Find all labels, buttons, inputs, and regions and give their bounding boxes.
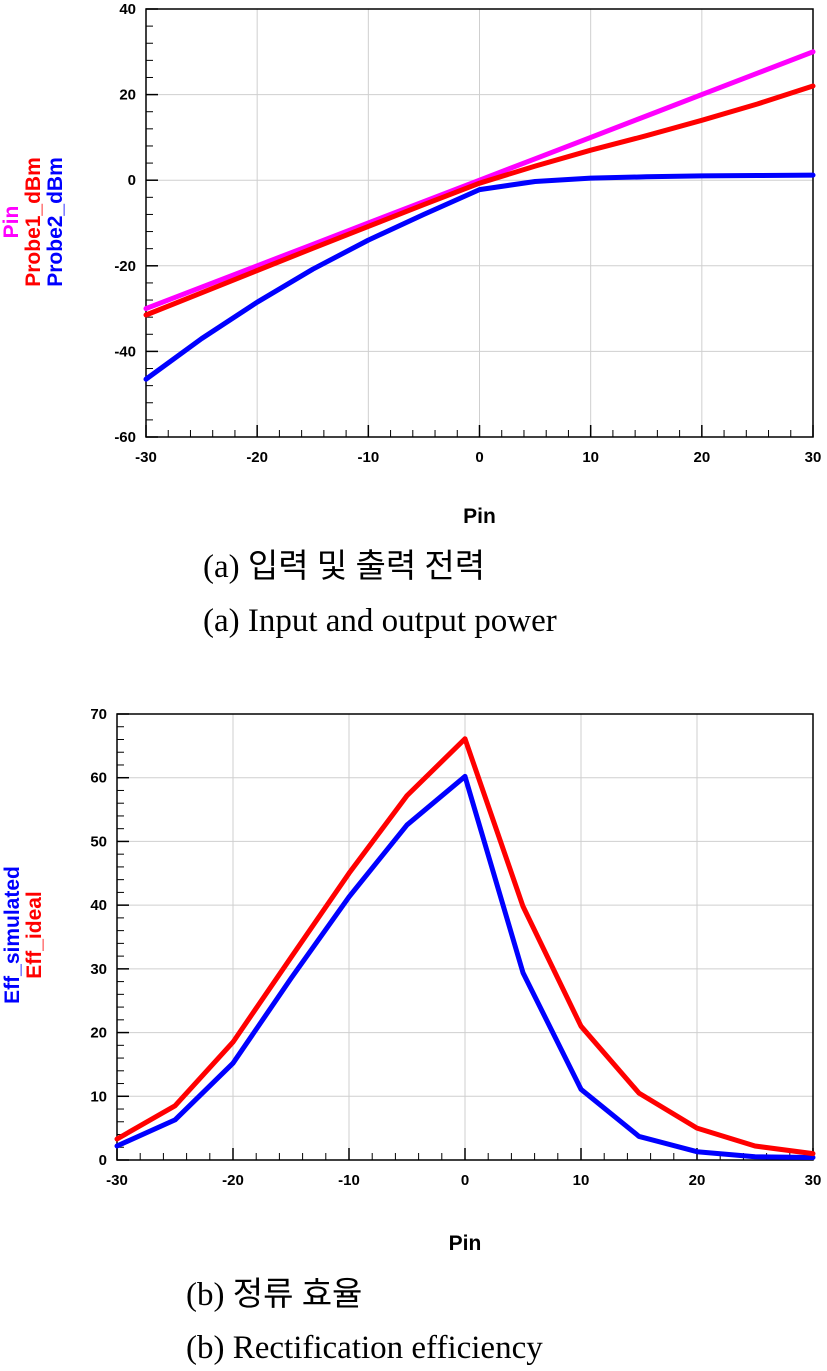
c1-series-line-eff-simulated: [114, 773, 816, 1160]
c1-y-tick-label-4: 40: [90, 897, 107, 914]
c1-legend-eff-ideal: Eff_ideal: [23, 891, 46, 979]
c0-y-tick-label-3: 0: [128, 172, 136, 189]
c1-y-tick-label-2: 20: [90, 1025, 107, 1042]
c0-x-tick-label-5: 20: [693, 449, 710, 466]
c0-x-tick-label-2: -10: [357, 449, 379, 466]
caption-a-korean: (a) 입력 및 출력 전력: [203, 549, 485, 585]
c0-x-tick-label-1: -20: [246, 449, 268, 466]
c1-x-axis-title: Pin: [449, 1232, 482, 1255]
c0-series-line-probe1-dbm: [143, 83, 816, 318]
c0-x-tick-label-6: 30: [805, 449, 822, 466]
c0-legend-probe2-dbm: Probe2_dBm: [44, 157, 67, 287]
c0-y-tick-label-4: 20: [119, 87, 136, 104]
c1-x-tick-label-4: 10: [573, 1172, 590, 1189]
c1-x-tick-label-2: -10: [338, 1172, 360, 1189]
c0-plot-frame: [145, 8, 814, 438]
c1-x-tick-label-1: -20: [222, 1172, 244, 1189]
c1-y-tick-label-7: 70: [90, 706, 107, 723]
c0-series-line-probe2-dbm: [143, 172, 816, 382]
c0-x-tick-label-3: 0: [475, 449, 483, 466]
c1-series-line-eff-ideal: [114, 736, 816, 1157]
c1-y-tick-label-5: 50: [90, 833, 107, 850]
c0-legend-probe1-dbm: Probe1_dBm: [22, 157, 45, 287]
caption-a-english: (a) Input and output power: [203, 603, 557, 639]
c0-legend-pin: Pin: [0, 206, 23, 239]
c0-x-axis-title: Pin: [463, 505, 496, 528]
c1-x-tick-label-6: 30: [805, 1172, 822, 1189]
c1-x-tick-label-5: 20: [689, 1172, 706, 1189]
c0-y-tick-label-5: 40: [119, 1, 136, 18]
c0-y-tick-label-0: -60: [114, 429, 136, 446]
c1-plot-frame: [116, 713, 814, 1161]
c0-y-tick-label-1: -40: [114, 343, 136, 360]
c0-x-tick-label-0: -30: [135, 449, 157, 466]
c0-x-tick-label-4: 10: [582, 449, 599, 466]
c1-legend-eff-simulated: Eff_simulated: [1, 866, 24, 1004]
c1-y-tick-label-0: 0: [99, 1152, 107, 1169]
c1-x-tick-label-3: 0: [461, 1172, 469, 1189]
c1-y-tick-label-1: 10: [90, 1088, 107, 1105]
c1-y-tick-label-3: 30: [90, 961, 107, 978]
c0-y-tick-label-2: -20: [114, 258, 136, 275]
c0-series-line-pin: [143, 49, 816, 312]
caption-b-korean: (b) 정류 효율: [186, 1277, 362, 1313]
c1-x-tick-label-0: -30: [106, 1172, 128, 1189]
c1-y-tick-label-6: 60: [90, 770, 107, 787]
caption-b-english: (b) Rectification efficiency: [186, 1330, 543, 1366]
chart-rectification-efficiency: -30 -20 -10 0 10 20 30 0 10 20 30 40 50 60 70 Pin Eff_si…: [1, 706, 821, 1255]
